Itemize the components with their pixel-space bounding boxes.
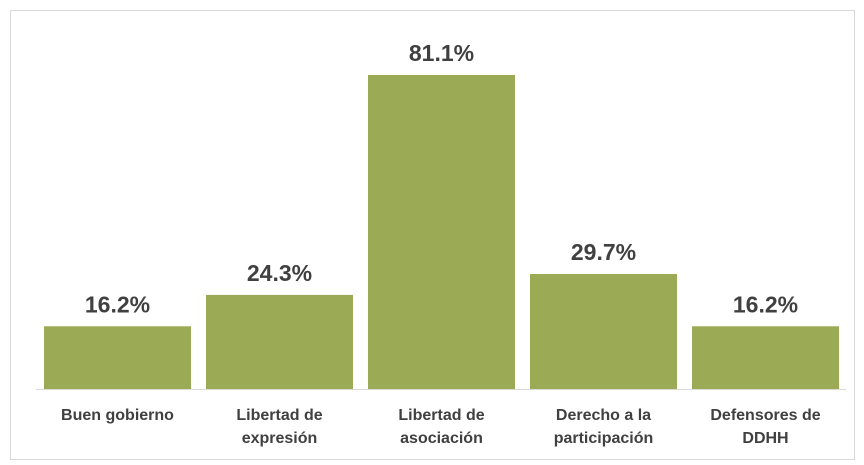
x-tick-label: Libertad de asociación <box>398 407 485 447</box>
value-label: 29.7% <box>571 239 636 265</box>
value-label: 81.1% <box>409 40 474 66</box>
value-label: 16.2% <box>733 291 798 317</box>
x-tick-label: Derecho a la participación <box>553 407 654 447</box>
bar <box>206 294 353 389</box>
value-label: 16.2% <box>85 291 150 317</box>
chart-border <box>10 10 855 460</box>
x-tick-label: Defensores de DDHH <box>710 407 821 447</box>
x-tick-label: Buen gobierno <box>61 407 174 424</box>
bar <box>530 274 677 389</box>
bar <box>44 326 191 389</box>
bar <box>692 326 839 389</box>
value-label: 24.3% <box>247 260 312 286</box>
x-tick-label: Libertad de expresión <box>236 407 323 447</box>
bar <box>368 75 515 389</box>
